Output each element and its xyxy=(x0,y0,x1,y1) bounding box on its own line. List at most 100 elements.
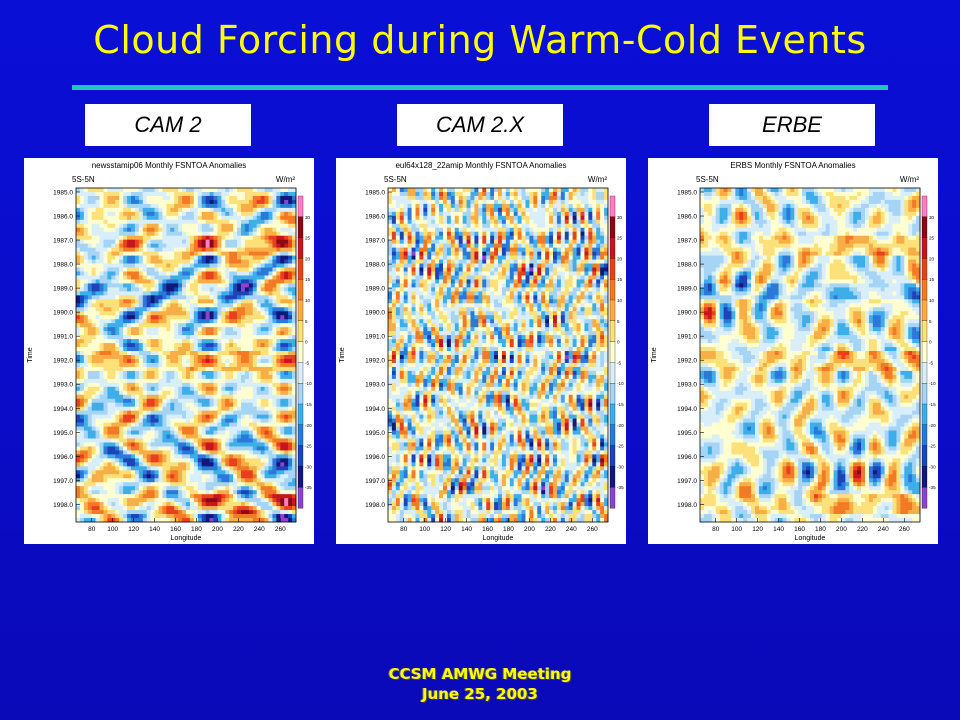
heatmap-cell xyxy=(166,434,171,439)
heatmap-cell xyxy=(95,327,100,332)
heatmap-cell xyxy=(201,498,206,503)
heatmap-cell xyxy=(237,323,242,328)
heatmap-cell xyxy=(87,518,93,523)
heatmap-cell xyxy=(158,402,163,407)
heatmap-cell xyxy=(248,366,254,372)
heatmap-cell xyxy=(221,438,226,443)
heatmap-cell xyxy=(189,482,195,487)
heatmap-cell xyxy=(186,366,191,372)
heatmap-cell xyxy=(256,442,261,447)
heatmap-cell xyxy=(111,323,116,328)
heatmap-cell xyxy=(225,514,230,519)
heatmap-cell xyxy=(162,231,167,237)
heatmap-cell xyxy=(154,518,159,523)
heatmap-cell xyxy=(197,251,203,256)
heatmap-cell xyxy=(76,231,81,237)
heatmap-cell xyxy=(260,279,265,284)
heatmap-cell xyxy=(244,426,250,431)
heatmap-cell xyxy=(119,394,124,400)
heatmap-cell xyxy=(99,434,104,439)
heatmap-cell xyxy=(138,291,144,296)
heatmap-cell xyxy=(237,267,242,272)
heatmap-cell xyxy=(174,211,179,217)
heatmap-cell xyxy=(205,446,210,451)
heatmap-cell xyxy=(256,494,261,499)
heatmap-cell xyxy=(182,243,187,248)
heatmap-cell xyxy=(150,223,155,229)
heatmap-cell xyxy=(131,283,136,288)
heatmap-cell xyxy=(91,303,96,308)
heatmap-cell xyxy=(197,287,203,292)
heatmap-cell xyxy=(83,255,89,260)
heatmap-cell xyxy=(79,275,85,280)
heatmap-cell xyxy=(252,474,258,479)
heatmap-cell xyxy=(95,486,100,491)
heatmap-cell xyxy=(123,307,128,312)
heatmap-cell xyxy=(107,430,112,435)
heatmap-cell xyxy=(142,251,148,256)
heatmap-cell xyxy=(209,366,214,372)
heatmap-cell xyxy=(244,478,250,483)
heatmap-cell xyxy=(127,199,132,205)
heatmap-cell xyxy=(115,211,120,217)
heatmap-cell xyxy=(107,211,112,217)
heatmap-cell xyxy=(248,486,254,491)
heatmap-cell xyxy=(162,470,167,475)
heatmap-cell xyxy=(193,506,199,511)
heatmap-cell xyxy=(264,358,269,364)
heatmap-cell xyxy=(201,358,206,364)
heatmap-cell xyxy=(103,319,108,324)
heatmap-cell xyxy=(284,394,289,400)
heatmap-cell xyxy=(91,267,96,272)
heatmap-cell xyxy=(391,195,397,201)
heatmap-cell xyxy=(182,394,187,400)
heatmap-cell xyxy=(268,458,273,463)
heatmap-cell xyxy=(158,490,163,495)
heatmap-cell xyxy=(205,239,210,244)
heatmap-cell xyxy=(103,402,108,407)
heatmap-cell xyxy=(209,510,214,515)
heatmap-cell xyxy=(560,188,566,193)
heatmap-cell xyxy=(209,235,214,240)
heatmap-cell xyxy=(119,243,124,248)
heatmap-cell xyxy=(229,259,234,264)
heatmap-cell xyxy=(284,343,289,348)
heatmap-cell xyxy=(193,283,199,288)
heatmap-cell xyxy=(260,450,265,455)
heatmap-cell xyxy=(166,211,171,217)
heatmap-cell xyxy=(123,482,128,487)
heatmap-cell xyxy=(225,490,230,495)
heatmap-cell xyxy=(244,207,250,213)
heatmap-cell xyxy=(166,267,171,272)
heatmap-cell xyxy=(221,263,226,268)
heatmap-cell xyxy=(79,251,85,256)
heatmap-cell xyxy=(150,470,155,475)
heatmap-cell xyxy=(182,215,187,221)
heatmap-cell xyxy=(193,370,199,376)
heatmap-cell xyxy=(182,331,187,336)
heatmap-cell xyxy=(131,319,136,324)
heatmap-cell xyxy=(83,323,89,328)
heatmap-cell xyxy=(150,351,155,356)
heatmap-cell xyxy=(162,446,167,451)
heatmap-cell xyxy=(213,494,218,499)
heatmap-cell xyxy=(268,414,273,419)
heatmap-cell xyxy=(186,263,191,268)
heatmap-cell xyxy=(123,434,128,439)
heatmap-cell xyxy=(166,295,171,300)
heatmap-cell xyxy=(268,207,273,213)
heatmap-cell xyxy=(166,418,171,423)
heatmap-cell xyxy=(276,251,281,256)
heatmap-cell xyxy=(76,255,81,260)
heatmap-cell xyxy=(197,454,203,459)
heatmap-cell xyxy=(123,470,128,475)
heatmap-cell xyxy=(256,239,261,244)
heatmap-cell xyxy=(209,502,214,507)
heatmap-cell xyxy=(170,390,175,396)
heatmap-cell xyxy=(182,478,187,483)
heatmap-cell xyxy=(123,207,128,213)
heatmap-cells xyxy=(76,188,297,523)
heatmap-cell xyxy=(111,295,116,300)
heatmap-cell xyxy=(79,283,85,288)
heatmap-cell xyxy=(131,279,136,284)
